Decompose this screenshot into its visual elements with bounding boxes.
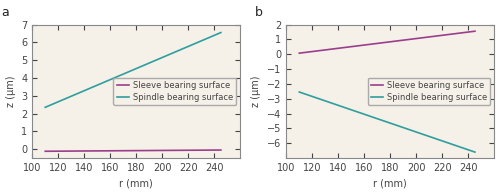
Legend: Sleeve bearing surface, Spindle bearing surface: Sleeve bearing surface, Spindle bearing … — [114, 78, 236, 105]
Y-axis label: z (μm): z (μm) — [252, 75, 262, 107]
Text: b: b — [255, 6, 263, 19]
Y-axis label: z (μm): z (μm) — [6, 75, 16, 107]
X-axis label: r (mm): r (mm) — [374, 178, 407, 188]
Legend: Sleeve bearing surface, Spindle bearing surface: Sleeve bearing surface, Spindle bearing … — [368, 78, 490, 105]
X-axis label: r (mm): r (mm) — [120, 178, 153, 188]
Text: a: a — [1, 6, 8, 19]
